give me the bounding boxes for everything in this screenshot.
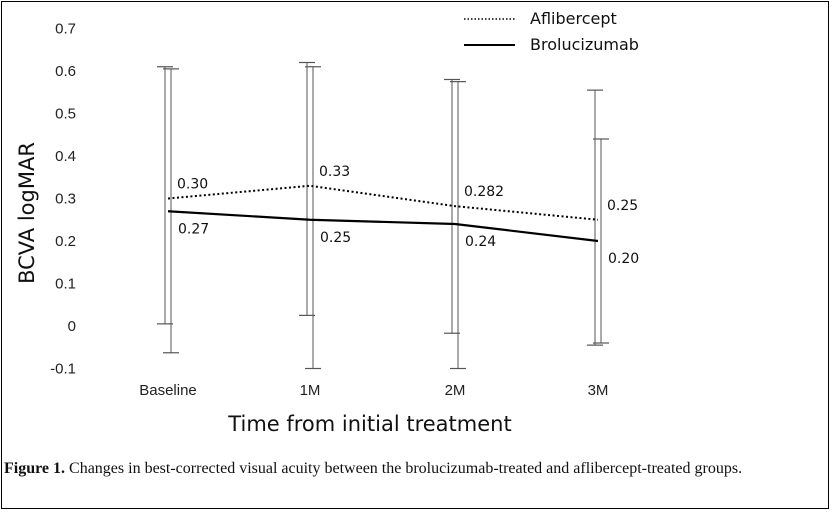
y-tick-label: 0.5: [55, 106, 76, 123]
x-tick-label: 1M: [300, 382, 321, 399]
legend-label-brolucizumab: Brolucizumab: [530, 35, 639, 54]
data-label-brolucizumab: 0.25: [320, 230, 351, 246]
data-label-aflibercept: 0.282: [464, 184, 504, 200]
legend: Aflibercept Brolucizumab: [464, 9, 639, 54]
y-tick-label: 0.1: [55, 276, 76, 293]
y-tick-label: 0.3: [55, 191, 76, 208]
x-axis-title: Time from initial treatment: [227, 412, 511, 436]
y-tick-label: -0.1: [50, 361, 76, 378]
y-tick-label: 0.6: [55, 63, 76, 80]
caption-label: Figure 1.: [4, 460, 66, 477]
x-tick-label: 2M: [445, 382, 466, 399]
y-tick-label: 0.7: [55, 21, 76, 38]
x-tick-label: Baseline: [139, 382, 197, 399]
legend-label-aflibercept: Aflibercept: [530, 9, 617, 28]
data-label-aflibercept: 0.25: [607, 198, 638, 214]
data-label-aflibercept: 0.30: [177, 177, 208, 193]
line-chart: -0.1 0 0.1 0.2 0.3 0.4 0.5 0.6 0.7 0.30 0.33 0.282…: [15, 9, 639, 436]
data-label-aflibercept: 0.33: [319, 164, 350, 180]
y-tick-label: 0: [68, 318, 76, 335]
figure-caption: Figure 1. Changes in best-corrected visu…: [4, 456, 824, 481]
data-labels: 0.30 0.33 0.282 0.25 0.27 0.25 0.24 0.20: [177, 164, 639, 267]
data-label-brolucizumab: 0.27: [178, 221, 209, 237]
x-tick-label: 3M: [588, 382, 609, 399]
y-tick-label: 0.2: [55, 233, 76, 250]
series-line-brolucizumab: [167, 210, 599, 243]
series-line-aflibercept: [167, 184, 599, 221]
x-axis-ticks: Baseline 1M 2M 3M: [139, 382, 608, 399]
y-axis-title: BCVA logMAR: [15, 142, 39, 284]
series-lines: [167, 184, 599, 243]
data-label-brolucizumab: 0.20: [608, 251, 639, 267]
data-label-brolucizumab: 0.24: [465, 234, 496, 250]
y-axis-ticks: -0.1 0 0.1 0.2 0.3 0.4 0.5 0.6 0.7: [50, 21, 76, 378]
caption-text: Changes in best-corrected visual acuity …: [65, 460, 743, 477]
y-tick-label: 0.4: [55, 148, 76, 165]
